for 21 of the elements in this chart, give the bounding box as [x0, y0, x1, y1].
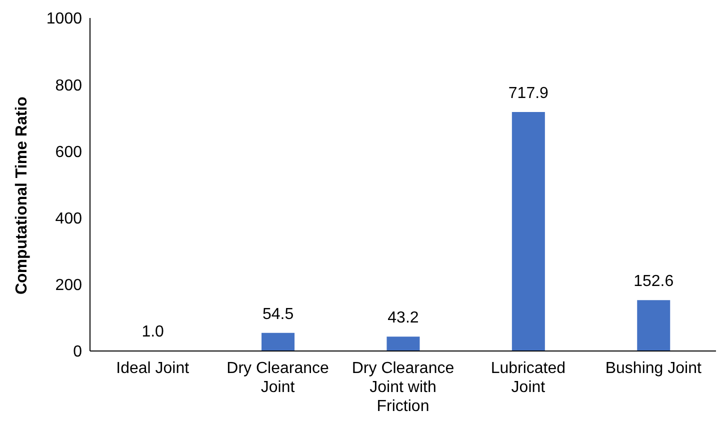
- y-tick-label: 1000: [46, 10, 82, 28]
- x-tick-label: Dry Clearance Joint: [226, 360, 330, 396]
- data-label: 43.2: [388, 310, 419, 327]
- bar: [262, 332, 295, 351]
- y-tick-label: 200: [55, 277, 82, 294]
- x-tick-label: Lubricated Joint: [490, 360, 566, 396]
- y-tick-label: 800: [55, 77, 82, 94]
- data-label: 1.0: [142, 324, 164, 341]
- data-label: 152.6: [634, 273, 674, 290]
- y-tick-label: 0: [73, 344, 82, 361]
- x-tick-label: Ideal Joint: [116, 360, 190, 377]
- bar: [512, 112, 545, 351]
- data-label: 717.9: [508, 84, 549, 102]
- y-tick-label: 400: [55, 210, 82, 228]
- y-tick-label: 600: [55, 144, 82, 161]
- x-tick-label: Dry Clearance Joint with Friction: [352, 360, 454, 415]
- bar: [386, 336, 420, 351]
- y-axis-title: Computational Time Ratio: [14, 96, 31, 294]
- bar: [637, 300, 670, 351]
- data-label: 54.5: [262, 306, 294, 323]
- x-tick-label: Bushing Joint: [605, 360, 702, 377]
